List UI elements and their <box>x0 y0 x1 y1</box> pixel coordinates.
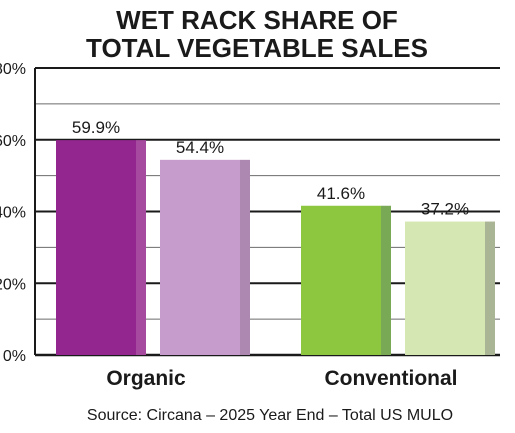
y-axis-ticks: 0% 20% 40% 60% 80% <box>0 61 26 365</box>
bar <box>301 205 381 355</box>
bar <box>405 221 485 355</box>
bars: 59.9% 54.4% 41.6% 37.2% <box>56 118 495 355</box>
bar-data-label: 37.2% <box>421 200 469 219</box>
bar-group: 59.9% <box>56 118 146 355</box>
bar-group: 41.6% <box>301 184 391 355</box>
bar-data-label: 59.9% <box>72 118 120 137</box>
bar-group: 37.2% <box>405 200 495 355</box>
category-labels: Organic Conventional <box>106 367 457 390</box>
bar-data-label: 54.4% <box>176 138 224 157</box>
bar-group: 54.4% <box>160 138 250 355</box>
y-tick-label: 20% <box>0 276 26 293</box>
bar-side-shade <box>136 140 146 355</box>
y-tick-label: 60% <box>0 133 26 150</box>
bar-side-shade <box>240 159 250 355</box>
chart-title-line-1: WET RACK SHARE OF <box>116 5 398 35</box>
bar <box>160 159 240 355</box>
y-tick-label: 40% <box>0 205 26 222</box>
bar <box>56 140 136 355</box>
bar-side-shade <box>381 205 391 355</box>
bar-side-shade <box>485 221 495 355</box>
category-label: Organic <box>106 367 186 390</box>
y-tick-label: 80% <box>0 61 26 78</box>
y-tick-label: 0% <box>3 348 26 365</box>
bar-data-label: 41.6% <box>317 184 365 203</box>
source-note: Source: Circana – 2025 Year End – Total … <box>87 407 453 424</box>
chart-title-line-2: TOTAL VEGETABLE SALES <box>86 33 428 63</box>
category-label: Conventional <box>324 367 457 390</box>
